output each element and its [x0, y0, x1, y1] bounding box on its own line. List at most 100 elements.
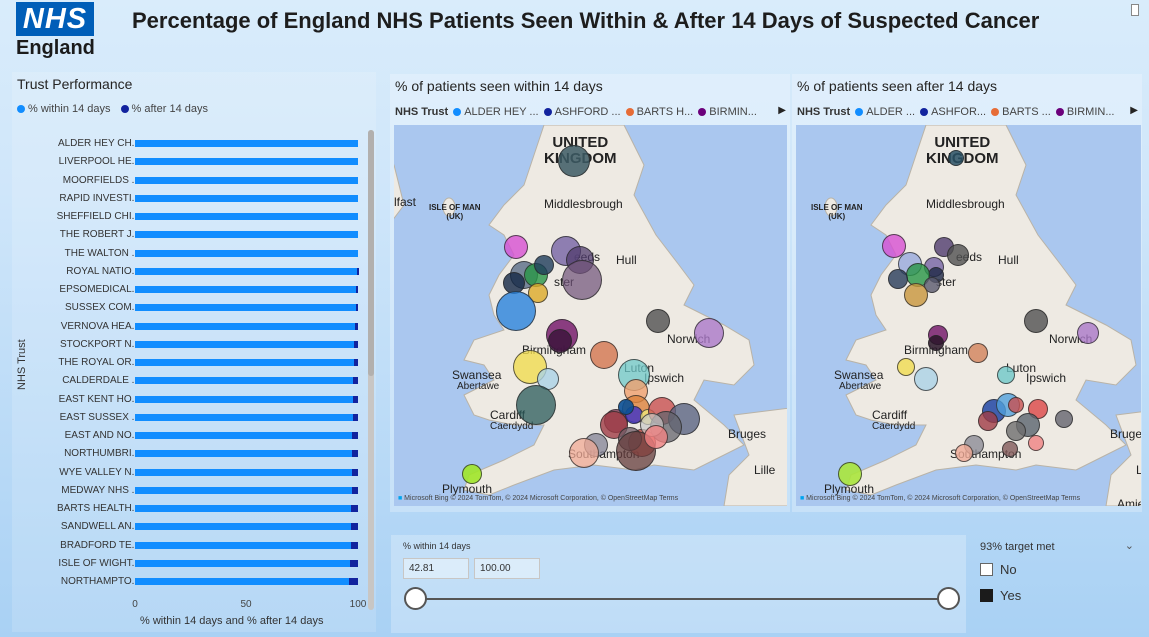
map-within-legend-item[interactable]: ALDER HEY ...: [453, 106, 539, 118]
bar-after[interactable]: [355, 304, 358, 312]
trust-bubble[interactable]: [928, 335, 944, 351]
map-within-legend-item[interactable]: ASHFORD ...: [543, 106, 621, 118]
trust-bubble[interactable]: [528, 283, 548, 303]
target-option-yes[interactable]: Yes: [980, 588, 1021, 603]
trust-bubble[interactable]: [1006, 421, 1026, 441]
map-after-legend-item[interactable]: ALDER ...: [855, 106, 915, 118]
bar-after[interactable]: [349, 578, 358, 585]
bar-after[interactable]: [355, 322, 358, 330]
trust-bubble[interactable]: [534, 255, 554, 275]
bar-after[interactable]: [350, 541, 358, 549]
trust-bubble[interactable]: [888, 269, 908, 289]
bar-within[interactable]: [135, 578, 350, 585]
bar-within[interactable]: [135, 176, 358, 184]
bar-after[interactable]: [350, 559, 358, 567]
bar-within[interactable]: [135, 413, 353, 421]
scrollbar-thumb[interactable]: [368, 130, 374, 376]
bar-within[interactable]: [135, 286, 356, 293]
trust-bubble[interactable]: [1008, 397, 1024, 413]
bar-after[interactable]: [352, 413, 358, 421]
trust-bubble[interactable]: [462, 464, 482, 484]
slicer-max-input[interactable]: 100.00: [474, 558, 540, 579]
bar-after[interactable]: [353, 359, 358, 366]
bar-within[interactable]: [135, 377, 354, 385]
bar-within[interactable]: [135, 304, 356, 312]
bar-after[interactable]: [351, 505, 358, 512]
trust-bubble[interactable]: [618, 399, 634, 415]
trust-bubble[interactable]: [924, 277, 940, 293]
map-within-canvas[interactable]: UNITEDKINGDOMISLE OF MAN(UK)Middlesbroug…: [394, 125, 787, 506]
trust-bubble[interactable]: [516, 385, 556, 425]
bar-within[interactable]: [135, 395, 354, 403]
legend-item-after[interactable]: % after 14 days: [120, 103, 208, 115]
trust-bubble[interactable]: [569, 438, 599, 468]
legend-item-within[interactable]: % within 14 days: [17, 103, 111, 115]
bar-within[interactable]: [135, 158, 358, 166]
map-after-legend-item[interactable]: BARTS ...: [991, 106, 1051, 118]
bar-within[interactable]: [135, 194, 358, 202]
trust-bubble[interactable]: [646, 309, 670, 333]
slicer-max-handle[interactable]: [937, 587, 960, 610]
trust-bubble[interactable]: [496, 291, 536, 331]
map-within-legend-item[interactable]: BARTS H...: [625, 106, 693, 118]
bar-after[interactable]: [353, 395, 358, 403]
trust-bubble[interactable]: [562, 260, 602, 300]
trust-bubble[interactable]: [1028, 435, 1044, 451]
bar-after[interactable]: [351, 468, 358, 476]
legend-next-arrow-icon[interactable]: ▶: [1130, 105, 1138, 116]
bar-within[interactable]: [135, 231, 358, 239]
trust-bubble[interactable]: [997, 366, 1015, 384]
bar-after[interactable]: [354, 340, 358, 348]
trust-bubble[interactable]: [504, 235, 528, 259]
trust-bubble[interactable]: [590, 341, 618, 369]
trust-bubble[interactable]: [694, 318, 724, 348]
trust-bubble[interactable]: [558, 145, 590, 177]
slicer-track[interactable]: [415, 598, 949, 600]
trust-bubble[interactable]: [1077, 322, 1099, 344]
bar-after[interactable]: [353, 377, 358, 385]
bar-within[interactable]: [135, 523, 352, 531]
trust-bubble[interactable]: [882, 234, 906, 258]
bar-within[interactable]: [135, 505, 352, 512]
trust-bubble[interactable]: [978, 411, 998, 431]
checkbox-no[interactable]: [980, 563, 993, 576]
bar-after[interactable]: [355, 286, 358, 293]
chevron-down-icon[interactable]: ⌄: [1124, 540, 1134, 552]
bar-within[interactable]: [135, 541, 351, 549]
bar-within[interactable]: [135, 468, 352, 476]
bar-within[interactable]: [135, 249, 358, 257]
bar-within[interactable]: [135, 559, 351, 567]
bar-within[interactable]: [135, 359, 354, 366]
trust-bubble[interactable]: [1002, 441, 1018, 457]
legend-next-arrow-icon[interactable]: ▶: [778, 105, 786, 116]
bar-after[interactable]: [356, 267, 359, 275]
map-within-legend-item[interactable]: BIRMIN...: [698, 106, 757, 118]
trust-bubble[interactable]: [914, 367, 938, 391]
trust-bubble[interactable]: [947, 244, 969, 266]
map-after-legend-item[interactable]: ASHFOR...: [920, 106, 986, 118]
trust-bubble[interactable]: [897, 358, 915, 376]
bar-within[interactable]: [135, 322, 356, 330]
bar-after[interactable]: [351, 523, 358, 531]
bar-within[interactable]: [135, 340, 355, 348]
checkbox-yes[interactable]: [980, 589, 993, 602]
trust-bubble[interactable]: [838, 462, 862, 486]
slicer-min-input[interactable]: 42.81: [403, 558, 469, 579]
bar-within[interactable]: [135, 432, 353, 439]
bar-after[interactable]: [352, 432, 358, 439]
trust-bubble[interactable]: [904, 283, 928, 307]
trust-bubble[interactable]: [955, 444, 973, 462]
bar-within[interactable]: [135, 140, 358, 147]
trust-bubble[interactable]: [548, 329, 572, 353]
bar-within[interactable]: [135, 450, 353, 458]
trust-bubble[interactable]: [1024, 309, 1048, 333]
trust-bubble[interactable]: [644, 425, 668, 449]
target-option-no[interactable]: No: [980, 562, 1017, 577]
bar-within[interactable]: [135, 267, 357, 275]
bar-within[interactable]: [135, 486, 352, 494]
bar-after[interactable]: [351, 486, 358, 494]
trust-bubble[interactable]: [968, 343, 988, 363]
slicer-min-handle[interactable]: [404, 587, 427, 610]
trust-bubble[interactable]: [948, 150, 964, 166]
map-after-legend-item[interactable]: BIRMIN...: [1055, 106, 1114, 118]
